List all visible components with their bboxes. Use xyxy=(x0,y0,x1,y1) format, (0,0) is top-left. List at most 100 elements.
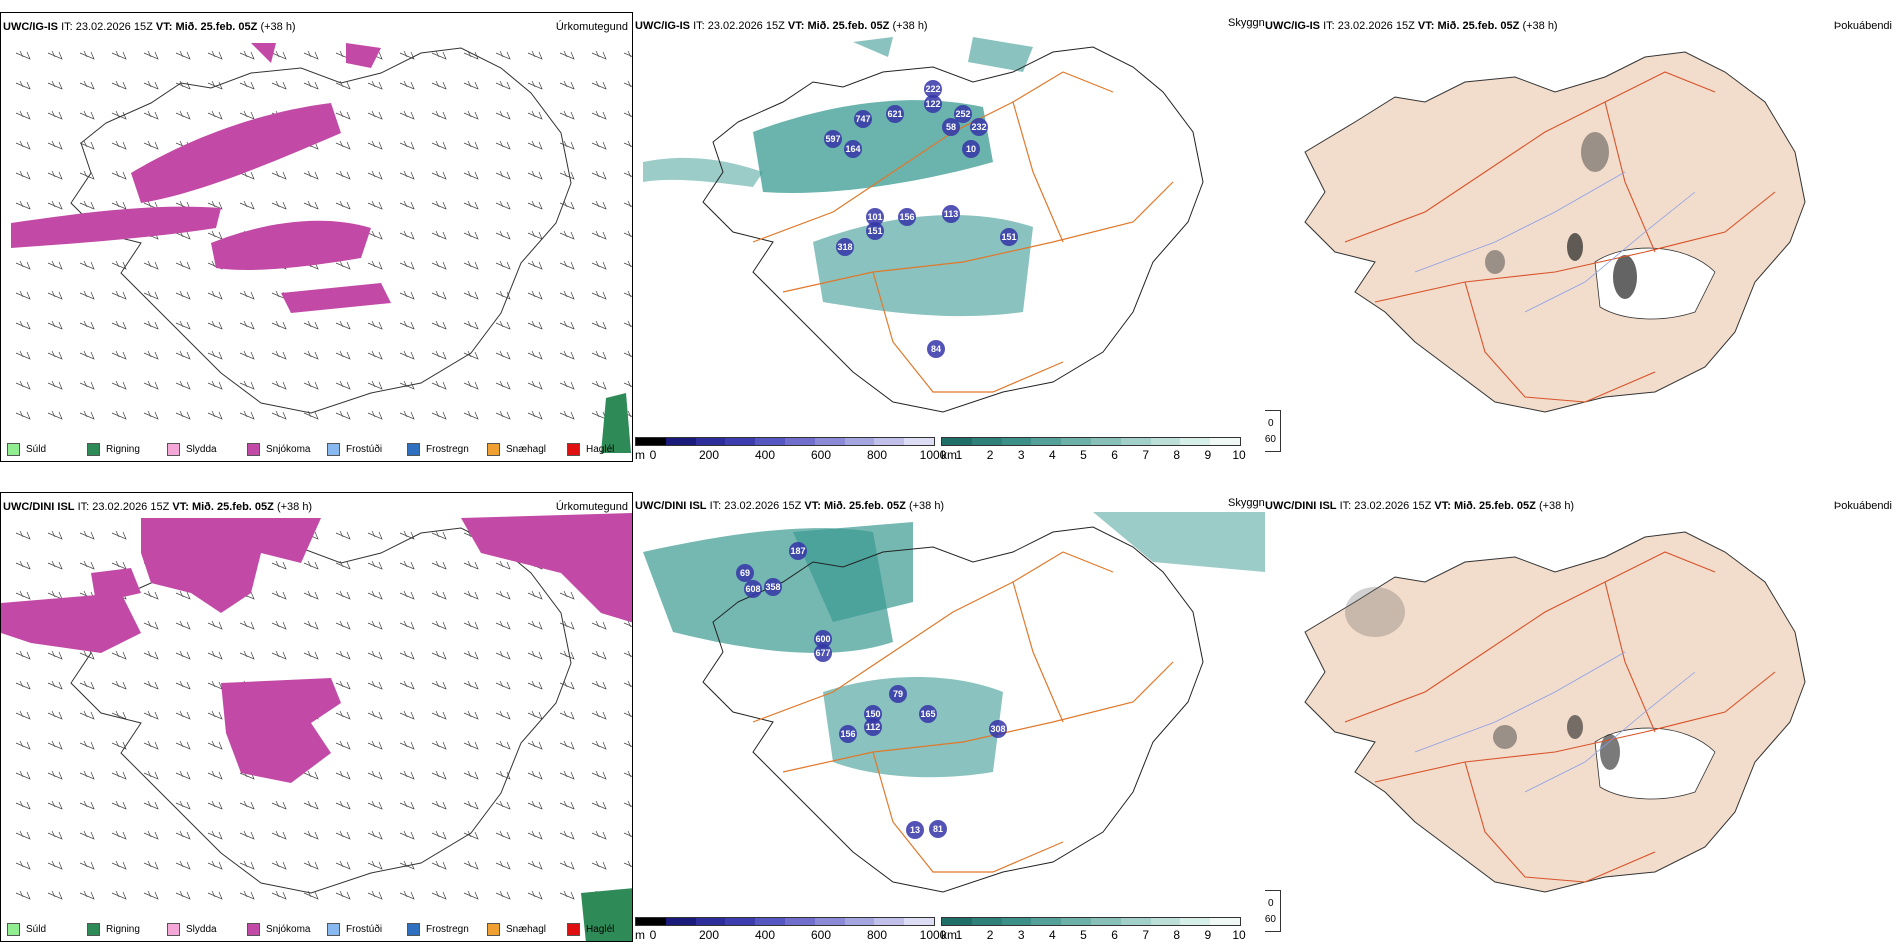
cloud-value-marker xyxy=(814,644,832,662)
cloud-value-marker xyxy=(864,705,882,723)
vt-label: VT: xyxy=(155,21,173,33)
wind-barb xyxy=(15,650,31,660)
wind-barb xyxy=(143,80,159,90)
wind-barb xyxy=(463,290,479,300)
wind-barb xyxy=(367,680,383,690)
wind-barb xyxy=(15,320,31,330)
wind-barb xyxy=(431,170,447,180)
wind-barb xyxy=(239,110,255,120)
cloud-value-marker xyxy=(924,95,942,113)
cloud-value-label: 113 xyxy=(944,209,959,219)
wind-barb xyxy=(367,350,383,360)
wind-barb xyxy=(175,380,191,390)
rivers xyxy=(1414,651,1696,793)
wind-barb xyxy=(367,740,383,750)
height-ticks: m 0 200 400 600 800 1000 xyxy=(635,446,946,462)
iceland-outline xyxy=(702,526,1204,893)
legend-label: Haglél xyxy=(586,444,615,455)
wind-barb xyxy=(431,230,447,240)
wind-barb xyxy=(495,800,511,810)
wind-barb xyxy=(495,260,511,270)
colorbar-tick: 1000 xyxy=(919,928,947,942)
wind-barb xyxy=(175,650,191,660)
wind-barb xyxy=(175,50,191,60)
wind-barb xyxy=(47,530,63,540)
cloud-value-label: 677 xyxy=(815,648,830,658)
precip-map xyxy=(11,43,632,453)
wind-barb xyxy=(143,140,159,150)
wind-barb xyxy=(463,800,479,810)
wind-barb xyxy=(335,260,351,270)
wind-barb xyxy=(335,590,351,600)
wind-barb xyxy=(399,620,415,630)
wind-barb xyxy=(207,350,223,360)
wind-barb xyxy=(15,710,31,720)
wind-barb xyxy=(527,140,543,150)
wind-barb xyxy=(271,800,287,810)
fog-title: Þokuábendi xyxy=(1833,20,1892,32)
wind-barb xyxy=(591,170,607,180)
wind-barb xyxy=(335,710,351,720)
wind-barb xyxy=(623,80,632,88)
wind-barb xyxy=(431,890,447,900)
colorbar-unit: km xyxy=(941,448,957,462)
colorbar-tick: 200 xyxy=(698,928,720,942)
cloud-value-label: 164 xyxy=(845,144,860,154)
iceland-outline xyxy=(70,527,572,894)
cloud-value-marker xyxy=(898,208,916,226)
wind-barb xyxy=(47,560,63,570)
cloud-area xyxy=(853,37,1033,72)
wind-barb xyxy=(47,140,63,150)
fog-panel-row2: UWC/DINI ISL IT: 23.02.2026 15Z VT: Mið.… xyxy=(1265,492,1900,942)
height-colorbar: m 0 200 400 600 800 1000 xyxy=(635,437,946,462)
cloud-value-marker xyxy=(954,105,972,123)
wind-barb xyxy=(207,680,223,690)
wind-barb xyxy=(47,410,63,420)
wind-barb xyxy=(15,410,31,420)
wind-barb xyxy=(111,290,127,300)
colorbar-tick: 1 xyxy=(955,448,963,462)
wind-barb xyxy=(15,200,31,210)
fog-title: Þokuábendi xyxy=(1833,500,1892,512)
legend-swatch xyxy=(167,443,180,456)
wind-barb xyxy=(143,320,159,330)
cloud-value-marker xyxy=(839,725,857,743)
wind-barb xyxy=(623,290,632,298)
cloud-value-marker xyxy=(844,140,862,158)
wind-barb xyxy=(431,530,447,540)
wind-barb xyxy=(431,770,447,780)
cloud-value-label: 608 xyxy=(745,584,760,594)
wind-barb xyxy=(559,740,575,750)
legend-item: Frostregn xyxy=(407,923,487,936)
wind-barb xyxy=(143,680,159,690)
fog-spot xyxy=(1567,233,1583,261)
wind-barb xyxy=(431,350,447,360)
wind-barb xyxy=(527,230,543,240)
wind-barb xyxy=(239,890,255,900)
cloud-map: 222 747 621 122 252 597 58 232 164 10 113 101 156 151… xyxy=(643,37,1204,413)
wind-barb xyxy=(79,740,95,750)
wind-barb xyxy=(495,110,511,120)
visibility-ticks: km 1 2 3 4 5 6 7 8 9 10 xyxy=(941,446,1246,462)
cloud-value-label: 69 xyxy=(740,568,750,578)
wind-barb xyxy=(111,320,127,330)
colorbar-tick: 5 xyxy=(1080,928,1087,942)
wind-barb xyxy=(79,260,95,270)
wind-barb xyxy=(431,860,447,870)
wind-barb xyxy=(335,860,351,870)
wind-barb xyxy=(527,860,543,870)
snow-area xyxy=(211,220,371,270)
wind-barb xyxy=(431,260,447,270)
snow-area xyxy=(141,518,321,613)
lead-time: (+38 h) xyxy=(1538,500,1575,512)
legend-swatch xyxy=(247,923,260,936)
it-value: 23.02.2026 15Z xyxy=(1354,500,1432,512)
wind-barb xyxy=(623,380,632,388)
wind-barb xyxy=(303,650,319,660)
wind-barb xyxy=(591,710,607,720)
wind-barb xyxy=(623,50,632,58)
wind-barb xyxy=(303,860,319,870)
cloud-value-marker xyxy=(866,208,884,226)
wind-barb xyxy=(559,110,575,120)
wind-barb xyxy=(271,200,287,210)
